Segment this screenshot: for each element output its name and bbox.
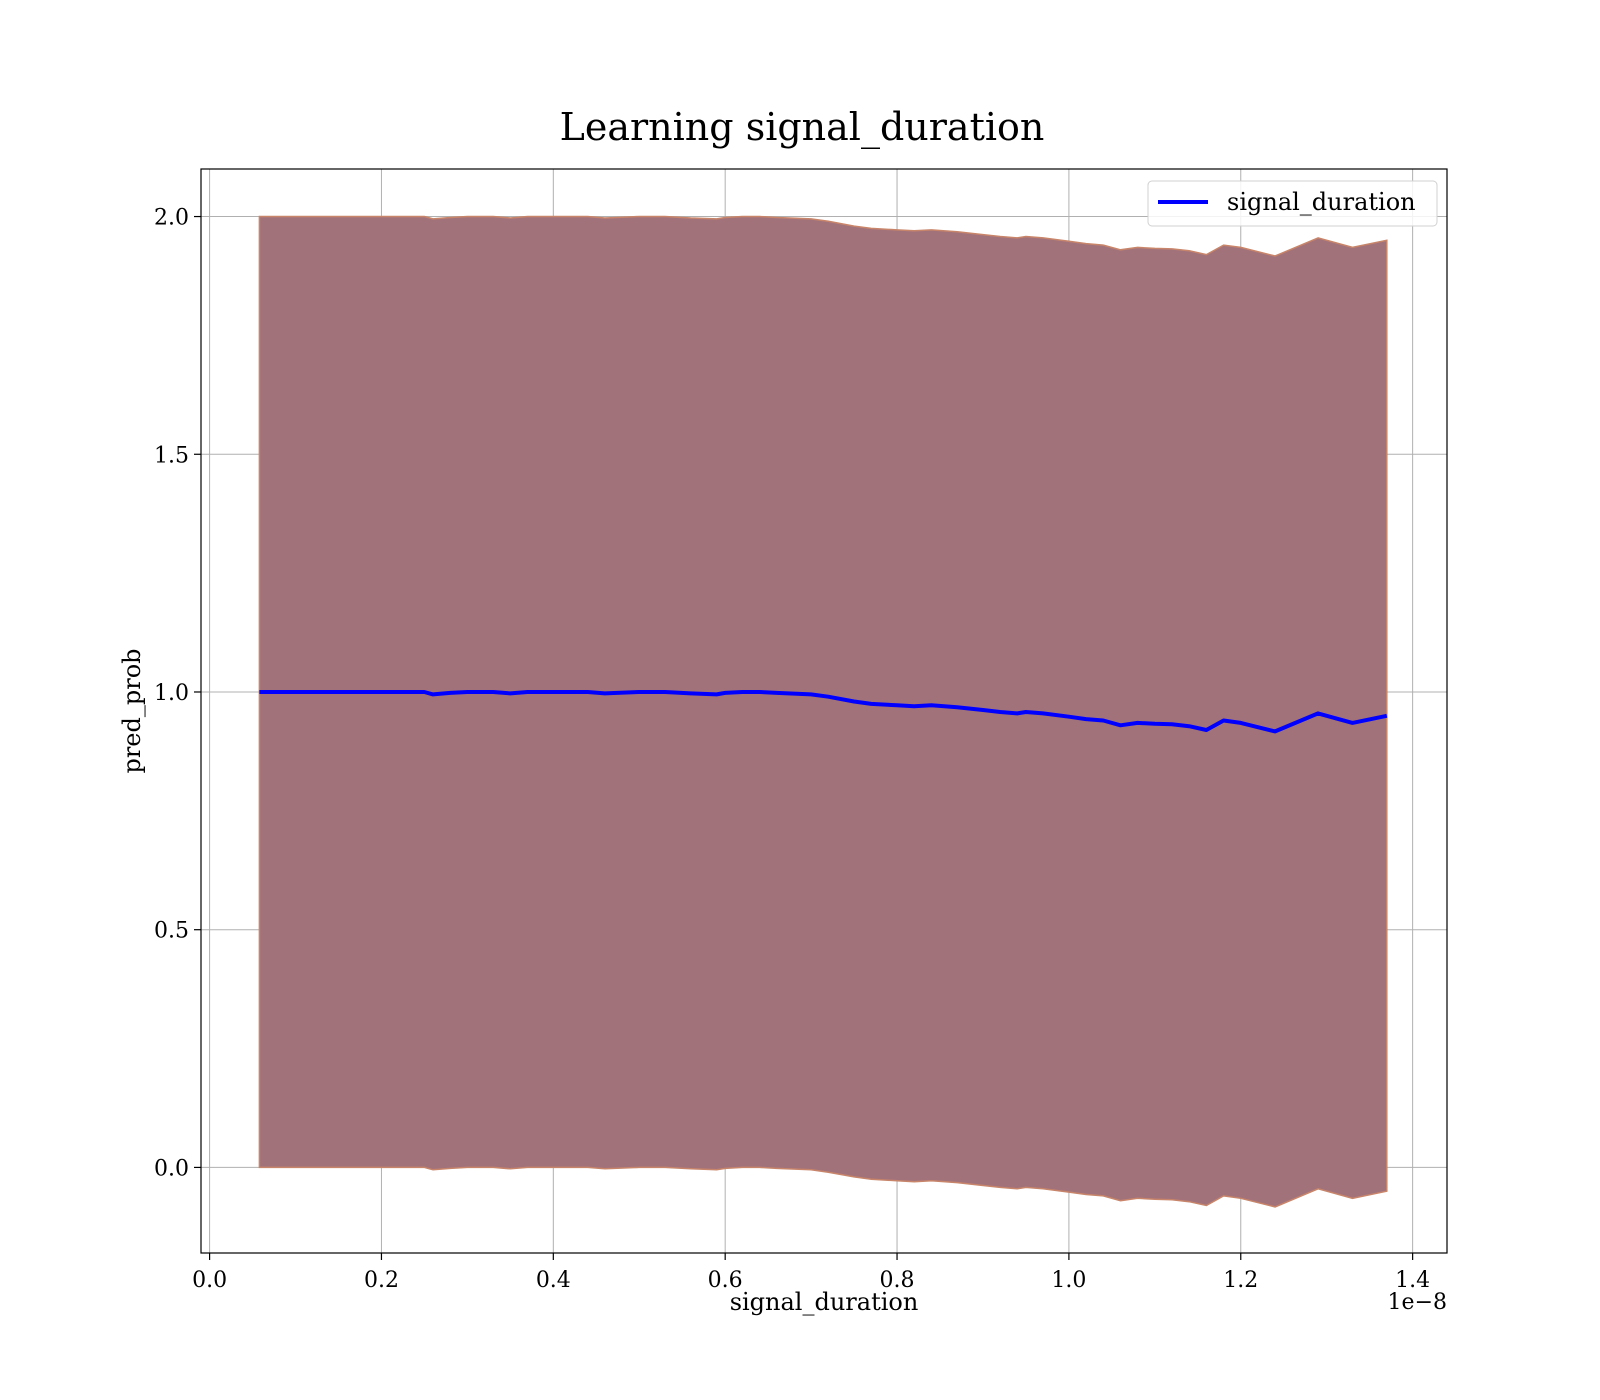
x-tick-label: 0.4: [536, 1268, 571, 1293]
y-tick-label: 0.5: [154, 919, 189, 944]
x-tick-label: 1.4: [1395, 1268, 1430, 1293]
y-axis-label: pred_prob: [118, 648, 146, 773]
x-offset-text: 1e−8: [1388, 1290, 1447, 1315]
line-layer: [259, 690, 1388, 734]
x-axis-label: signal_duration: [730, 1288, 919, 1316]
x-tick-label: 0.0: [192, 1268, 227, 1293]
y-tick-label: 2.0: [154, 206, 189, 231]
legend-box: [1147, 180, 1438, 227]
x-tick-label: 1.2: [1223, 1268, 1258, 1293]
y-axis: 0.0 0.5 1.0 1.5 2.0: [154, 206, 201, 1181]
plot-frame: [200, 168, 1448, 1254]
chart-title: Learning signal_duration: [560, 105, 1045, 150]
x-tick-label: 0.8: [880, 1268, 915, 1293]
y-tick-label: 1.0: [154, 681, 189, 706]
y-tick-label: 0.0: [154, 1156, 189, 1181]
confidence-band: [258, 215, 1388, 1208]
legend-entry-signal-duration: signal_duration: [1227, 188, 1416, 216]
series-line-signal-duration: [259, 690, 1388, 734]
x-tick-label: 0.2: [364, 1268, 399, 1293]
y-tick-label: 1.5: [154, 443, 189, 468]
x-tick-label: 0.6: [708, 1268, 743, 1293]
legend: signal_duration: [1147, 180, 1438, 227]
x-tick-label: 1.0: [1051, 1268, 1086, 1293]
x-axis: 0.0 0.2 0.4 0.6 0.8 1.0 1.2 1.4: [192, 1253, 1430, 1293]
band-layer: [258, 215, 1388, 1208]
